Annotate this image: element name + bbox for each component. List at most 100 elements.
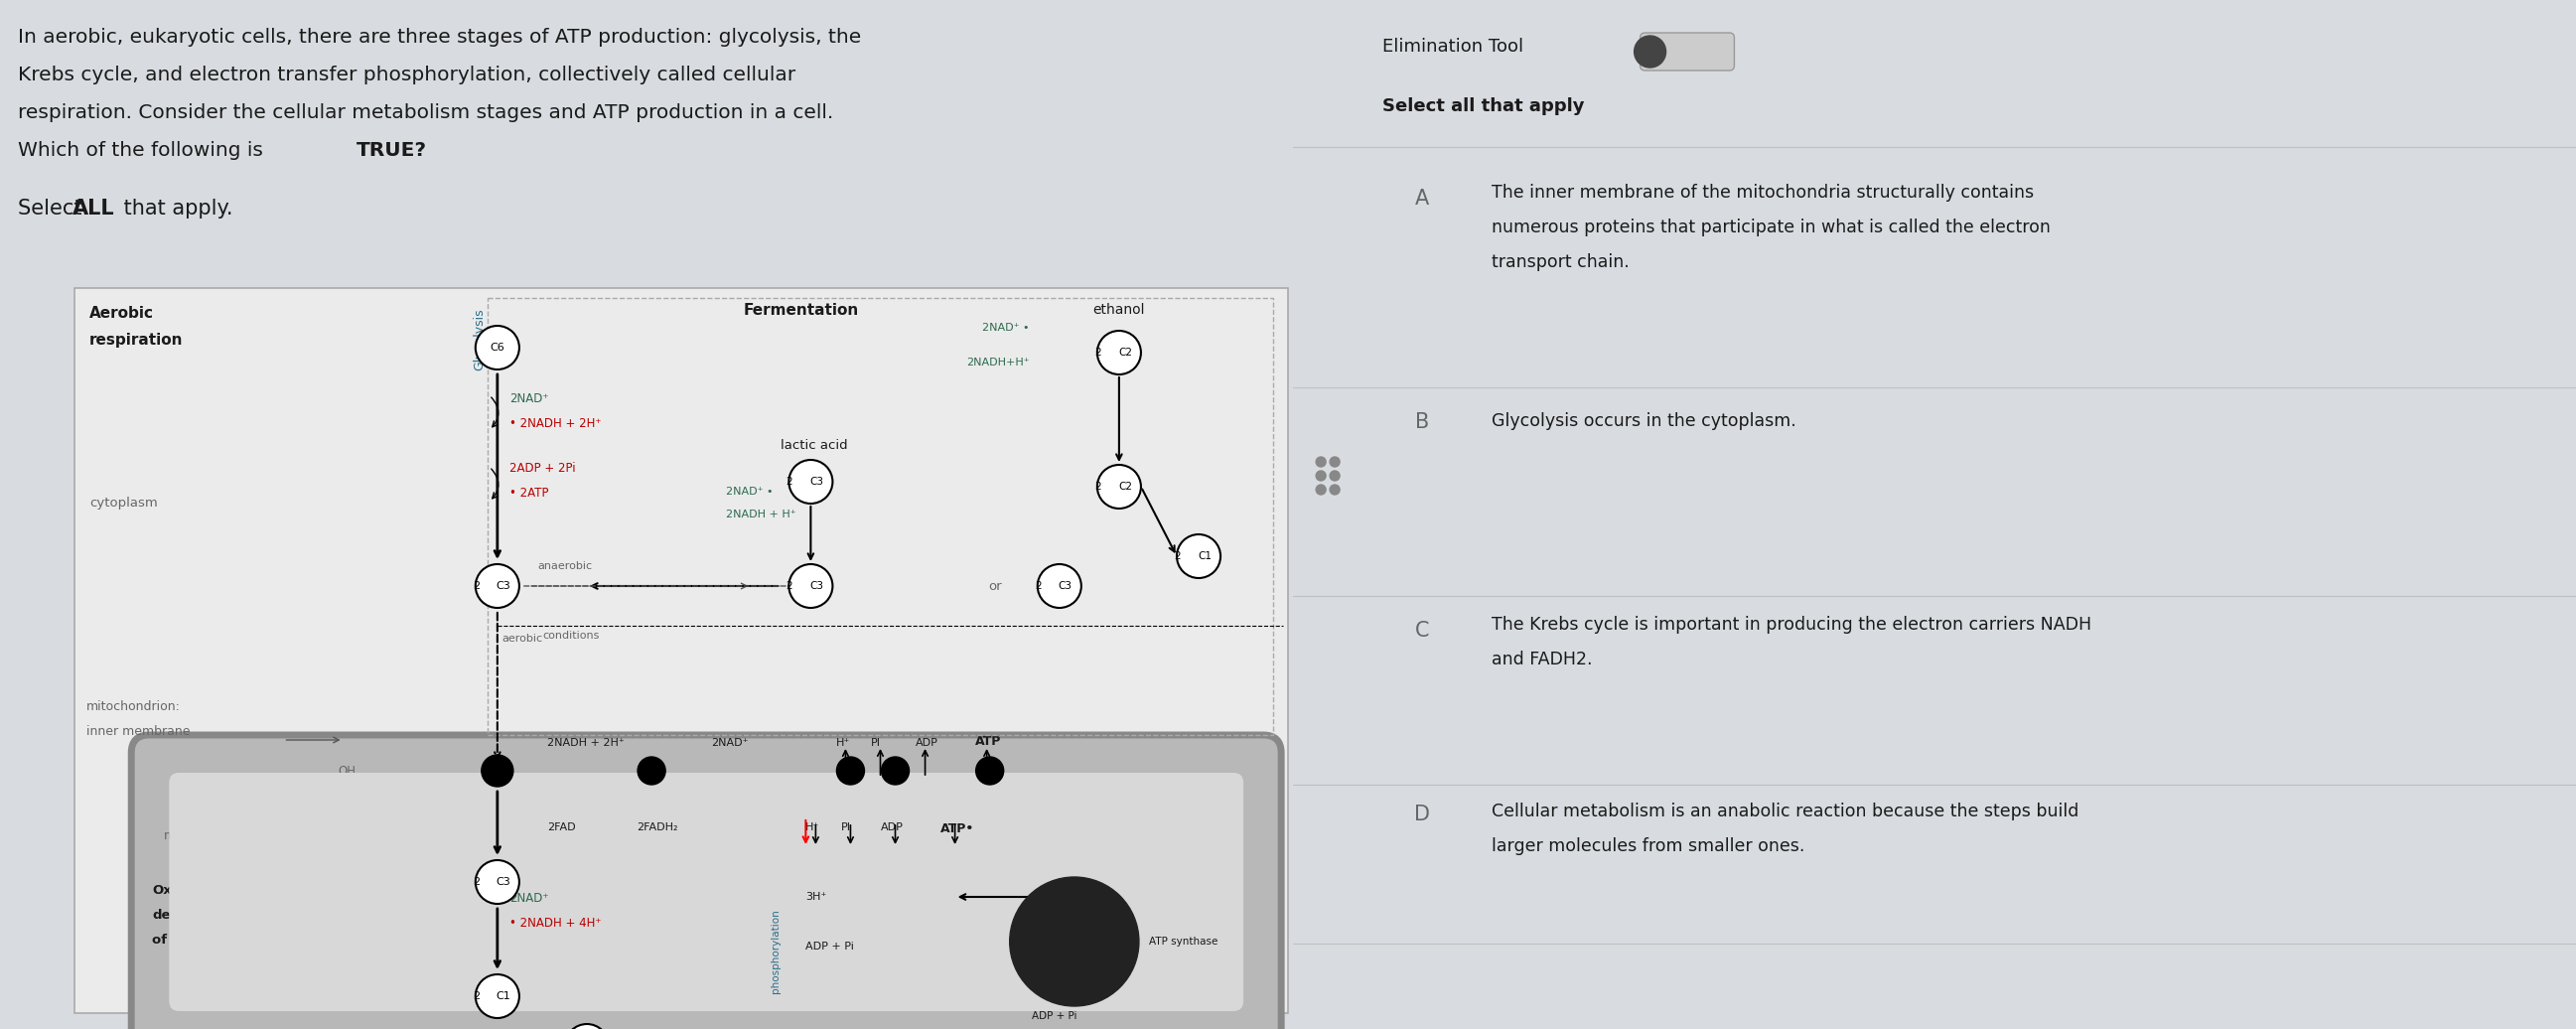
Circle shape	[484, 757, 510, 785]
Text: C3: C3	[1059, 581, 1072, 591]
Text: ADP: ADP	[914, 738, 938, 748]
Circle shape	[881, 757, 909, 785]
Text: 2: 2	[471, 581, 479, 591]
Text: ADP + Pi: ADP + Pi	[1033, 1012, 1077, 1021]
Text: H⁺: H⁺	[806, 822, 819, 832]
Text: TRUE?: TRUE?	[355, 141, 428, 159]
Circle shape	[564, 1024, 608, 1029]
Text: 2: 2	[471, 877, 479, 887]
Text: 2NAD⁺ •: 2NAD⁺ •	[726, 487, 773, 497]
Text: Fermentation: Fermentation	[742, 303, 858, 318]
Circle shape	[482, 755, 513, 786]
Text: D: D	[1414, 805, 1430, 824]
Text: PI: PI	[871, 738, 881, 748]
Text: 2ADP + 2Pi: 2ADP + 2Pi	[510, 462, 574, 474]
Circle shape	[1097, 465, 1141, 508]
Text: ATP synthase: ATP synthase	[1149, 936, 1218, 947]
Text: decarboxylation: decarboxylation	[152, 909, 273, 922]
Text: Elimination Tool: Elimination Tool	[1383, 38, 1522, 56]
Text: inner membrane: inner membrane	[88, 725, 191, 738]
Text: 3H⁺: 3H⁺	[1074, 892, 1095, 901]
Text: C: C	[1414, 620, 1430, 641]
Circle shape	[477, 326, 520, 369]
Text: C3: C3	[809, 476, 824, 487]
Circle shape	[1316, 471, 1327, 481]
Circle shape	[1177, 534, 1221, 578]
Text: Aerobic: Aerobic	[90, 306, 155, 321]
Text: C6: C6	[489, 343, 505, 353]
Text: 2: 2	[1095, 482, 1100, 492]
FancyBboxPatch shape	[131, 735, 1280, 1029]
Circle shape	[1316, 485, 1327, 495]
Text: The Krebs cycle is important in producing the electron carriers NADH: The Krebs cycle is important in producin…	[1492, 615, 2092, 634]
Text: numerous proteins that participate in what is called the electron: numerous proteins that participate in wh…	[1492, 218, 2050, 237]
Text: that apply.: that apply.	[118, 199, 232, 218]
Circle shape	[1329, 457, 1340, 467]
Text: ADP: ADP	[881, 822, 904, 832]
Text: Which of the following is: Which of the following is	[18, 141, 270, 159]
Text: 2NAD⁺: 2NAD⁺	[510, 392, 549, 405]
Text: Glycolysis: Glycolysis	[474, 308, 487, 370]
Circle shape	[1010, 877, 1139, 1006]
Text: ADP + Pi: ADP + Pi	[806, 942, 855, 952]
Text: 2: 2	[1095, 348, 1100, 357]
Circle shape	[1038, 564, 1082, 608]
Text: 2NADH+H⁺: 2NADH+H⁺	[966, 357, 1030, 367]
Circle shape	[477, 564, 520, 608]
Text: respiration. Consider the cellular metabolism stages and ATP production in a cel: respiration. Consider the cellular metab…	[18, 103, 835, 122]
Text: • 2ATP: • 2ATP	[510, 487, 549, 500]
Text: larger molecules from smaller ones.: larger molecules from smaller ones.	[1492, 838, 1806, 855]
Circle shape	[1316, 457, 1327, 467]
Circle shape	[1329, 471, 1340, 481]
Text: mitochondrion:: mitochondrion:	[88, 701, 180, 713]
Text: C3: C3	[497, 877, 510, 887]
Text: 2: 2	[1175, 552, 1180, 561]
Text: Glycolysis occurs in the cytoplasm.: Glycolysis occurs in the cytoplasm.	[1492, 413, 1795, 430]
Text: or: or	[989, 579, 1002, 593]
Text: 2: 2	[1036, 581, 1041, 591]
Text: C1: C1	[497, 991, 510, 1001]
Text: ALL: ALL	[72, 199, 116, 218]
Text: transport chain.: transport chain.	[1492, 253, 1628, 272]
Circle shape	[477, 974, 520, 1018]
Text: phosphorylation: phosphorylation	[770, 910, 781, 994]
Text: and FADH2.: and FADH2.	[1492, 650, 1592, 669]
Text: respiration: respiration	[90, 332, 183, 348]
Text: 2FADH₂: 2FADH₂	[636, 822, 677, 832]
Text: C3: C3	[497, 581, 510, 591]
Text: 2NADH + 2H⁺: 2NADH + 2H⁺	[546, 738, 623, 748]
Circle shape	[837, 757, 866, 785]
Text: ATP•: ATP•	[940, 822, 974, 836]
Text: OH: OH	[337, 864, 355, 877]
Text: conditions: conditions	[541, 631, 600, 641]
Text: Select all that apply: Select all that apply	[1383, 98, 1584, 115]
Text: 2: 2	[471, 991, 479, 1001]
Text: C3: C3	[809, 581, 824, 591]
Text: ATP: ATP	[974, 735, 1002, 748]
Text: 3H⁺: 3H⁺	[806, 892, 827, 901]
Text: Select: Select	[18, 199, 88, 218]
FancyBboxPatch shape	[1641, 33, 1734, 71]
Text: OH: OH	[337, 765, 355, 778]
Circle shape	[1329, 485, 1340, 495]
FancyBboxPatch shape	[75, 288, 1288, 1014]
Text: aerobic: aerobic	[502, 634, 544, 643]
Text: anaerobic: anaerobic	[538, 561, 592, 571]
Text: 2: 2	[786, 476, 793, 487]
Text: 2NAD⁺ •: 2NAD⁺ •	[981, 323, 1030, 332]
Text: lactic acid: lactic acid	[781, 439, 848, 452]
Circle shape	[639, 757, 665, 785]
Text: B: B	[1414, 413, 1430, 432]
Text: 2FAD: 2FAD	[546, 822, 574, 832]
Text: Cellular metabolism is an anabolic reaction because the steps build: Cellular metabolism is an anabolic react…	[1492, 803, 2079, 820]
Text: cytoplasm: cytoplasm	[90, 497, 157, 509]
Text: C2: C2	[1118, 482, 1131, 492]
Circle shape	[788, 564, 832, 608]
Text: 2NADH + H⁺: 2NADH + H⁺	[726, 509, 796, 520]
Text: PI: PI	[840, 822, 850, 832]
Text: 2NAD⁺: 2NAD⁺	[510, 892, 549, 904]
Text: of pyruvate: of pyruvate	[152, 933, 240, 947]
FancyBboxPatch shape	[170, 773, 1244, 1012]
Circle shape	[1633, 36, 1667, 68]
Text: The inner membrane of the mitochondria structurally contains: The inner membrane of the mitochondria s…	[1492, 184, 2035, 202]
